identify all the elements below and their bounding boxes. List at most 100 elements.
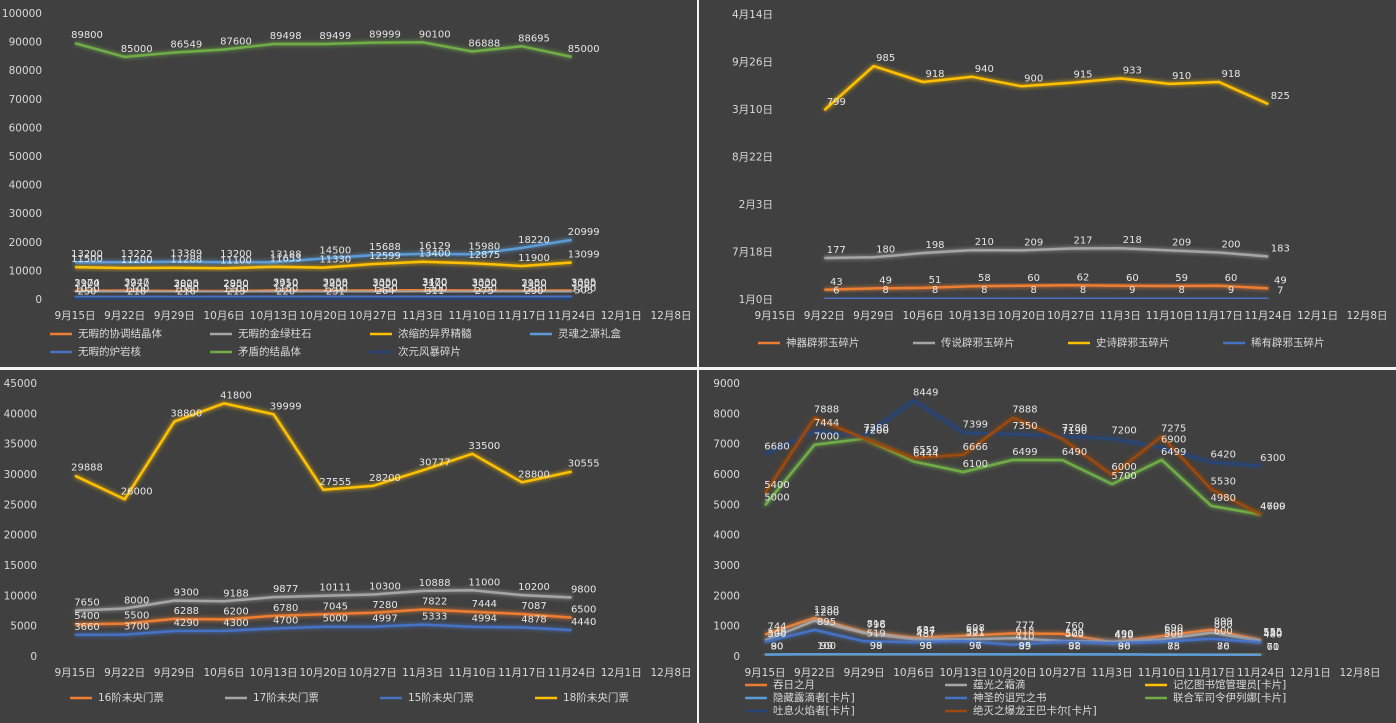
data-label: 5000 <box>323 614 348 625</box>
data-label: 62 <box>1077 272 1090 283</box>
data-label: 3310 <box>273 278 298 289</box>
data-label: 8 <box>882 285 888 296</box>
x-tick-label: 9月15日 <box>754 310 795 322</box>
data-label: 99 <box>820 641 833 652</box>
data-label: 10200 <box>518 582 550 593</box>
data-label: 275 <box>475 286 494 297</box>
data-label: 7399 <box>963 420 988 431</box>
data-label: 20999 <box>568 227 600 238</box>
x-tick-label: 11月3日 <box>1100 310 1141 322</box>
data-label: 7280 <box>1062 423 1087 434</box>
y-tick-label: 0 <box>30 651 37 663</box>
data-label: 3470 <box>422 277 447 288</box>
data-label: 600 <box>1214 626 1233 637</box>
legend-label: 隐藏露滴者[卡片] <box>773 691 855 704</box>
data-label: 13400 <box>419 249 451 260</box>
data-label: 11100 <box>220 255 252 266</box>
data-label: 698 <box>966 623 985 634</box>
data-label: 7200 <box>863 426 888 437</box>
data-label: 99 <box>870 641 883 652</box>
data-label: 3258 <box>323 278 348 289</box>
x-tick-label: 9月29日 <box>853 310 894 322</box>
data-label: 5400 <box>764 480 789 491</box>
legend-label: 吐息火焰者[卡片] <box>773 704 855 717</box>
data-label: 4878 <box>521 614 546 625</box>
data-label: 2900 <box>74 279 99 290</box>
legend-label: 神圣的诅咒之书 <box>973 691 1047 704</box>
data-label: 39999 <box>270 401 302 412</box>
data-label: 4997 <box>372 614 397 625</box>
data-label: 4994 <box>472 614 497 625</box>
x-tick-label: 11月24日 <box>548 310 596 322</box>
data-label: 30555 <box>568 459 600 470</box>
data-label: 217 <box>1073 235 1092 246</box>
data-label: 5400 <box>74 611 99 622</box>
x-tick-label: 10月6日 <box>902 310 943 322</box>
data-label: 8 <box>932 285 938 296</box>
legend-label: 无暇的协调结晶体 <box>78 327 162 340</box>
data-label: 59 <box>1175 273 1188 284</box>
data-label: 16129 <box>419 241 451 252</box>
data-label: 3025 <box>174 278 199 289</box>
data-label: 5000 <box>764 492 789 503</box>
data-label: 3100 <box>422 278 447 289</box>
data-label: 9 <box>1129 285 1135 296</box>
data-label: 13188 <box>270 249 302 260</box>
y-tick-label: 9000 <box>713 378 740 390</box>
data-label: 6200 <box>223 606 248 617</box>
y-tick-label: 60000 <box>9 122 42 134</box>
data-label: 6780 <box>273 603 298 614</box>
data-label: 2900 <box>323 279 348 290</box>
data-label: 27555 <box>319 477 351 488</box>
data-label: 6900 <box>1161 435 1186 446</box>
x-tick-label: 12月1日 <box>1297 310 1338 322</box>
data-label: 777 <box>1015 620 1034 631</box>
series-line <box>764 437 1262 516</box>
series-line <box>823 64 1269 112</box>
data-label: 800 <box>1214 620 1233 631</box>
data-label: 218 <box>127 286 146 297</box>
data-label: 177 <box>827 245 846 256</box>
legend-label: 联合军司令伊列娜[卡片] <box>1173 691 1286 704</box>
data-label: 86888 <box>468 39 500 50</box>
x-tick-label: 12月1日 <box>601 310 642 322</box>
data-label: 3330 <box>472 277 497 288</box>
x-tick-label: 11月24日 <box>548 667 596 679</box>
data-label: 89498 <box>270 31 302 42</box>
series-line <box>74 589 572 612</box>
data-label: 918 <box>925 69 944 80</box>
data-label: 209 <box>1024 237 1043 248</box>
series-line <box>74 41 572 59</box>
data-label: 13200 <box>71 249 103 260</box>
x-tick-label: 10月13日 <box>948 310 996 322</box>
y-tick-label: 40000 <box>4 408 37 420</box>
series-line <box>74 295 572 299</box>
data-label: 690 <box>1164 623 1183 634</box>
legend-label: 17阶未央门票 <box>253 691 319 704</box>
data-label: 1250 <box>372 283 397 294</box>
data-label: 1080 <box>174 284 199 295</box>
data-label: 60 <box>1225 273 1238 284</box>
data-label: 10300 <box>369 582 401 593</box>
data-label: 4700 <box>1260 501 1285 512</box>
data-label: 210 <box>975 237 994 248</box>
data-label: 450 <box>1115 630 1134 641</box>
x-tick-label: 9月22日 <box>794 667 835 679</box>
data-label: 180 <box>876 244 895 255</box>
x-tick-label: 12月8日 <box>1339 667 1380 679</box>
data-label: 98 <box>870 641 883 652</box>
series-line <box>824 284 1269 292</box>
x-tick-label: 10月13日 <box>250 667 298 679</box>
data-label: 58 <box>978 273 991 284</box>
data-label: 4440 <box>571 617 596 628</box>
data-label: 6666 <box>963 442 988 453</box>
data-label: 85000 <box>568 44 600 55</box>
data-label: 78 <box>1167 642 1180 653</box>
data-label: 7200 <box>863 426 888 437</box>
data-label: 8 <box>981 285 987 296</box>
data-label: 76 <box>1217 642 1230 653</box>
data-label: 89999 <box>369 30 401 41</box>
x-tick-label: 10月6日 <box>203 667 244 679</box>
data-label: 80 <box>1217 642 1230 653</box>
data-label: 87600 <box>220 36 252 47</box>
